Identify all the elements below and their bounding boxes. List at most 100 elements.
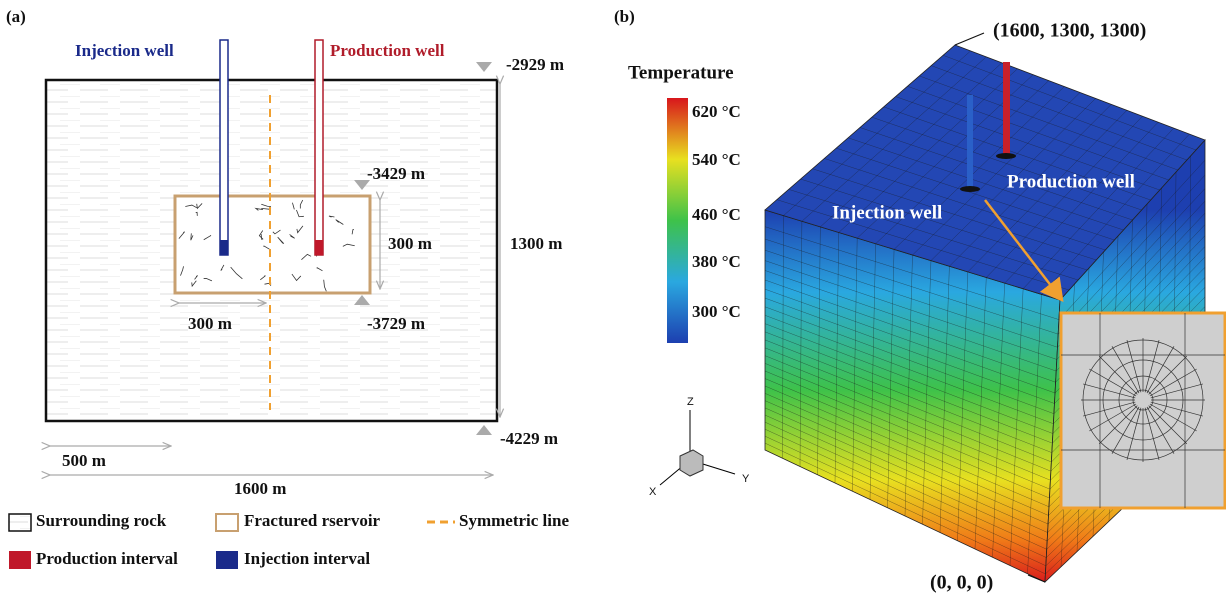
inset-line — [1111, 346, 1140, 394]
depth-label: -2929 m — [506, 55, 564, 74]
mesh-line — [764, 238, 1059, 335]
marker — [354, 180, 370, 190]
mesh-line — [788, 189, 1079, 281]
fracture — [260, 275, 266, 281]
fracture — [196, 203, 203, 210]
mesh-line — [1022, 127, 1174, 289]
axis-label: X — [649, 486, 657, 498]
inset-ring — [1102, 359, 1184, 441]
fractured-reservoir — [173, 194, 372, 295]
inset-line — [1083, 383, 1136, 399]
fracture — [203, 235, 212, 241]
inset-line — [1149, 368, 1197, 397]
mesh-line — [967, 110, 1128, 273]
corner-label: (0, 0, 0) — [930, 572, 993, 594]
colorbar-label: 540 °C — [692, 150, 741, 169]
fracture — [178, 231, 185, 239]
fracture — [351, 229, 354, 235]
colorbar-label: 620 °C — [692, 102, 741, 121]
mesh-line — [859, 127, 1133, 221]
well-head — [960, 186, 980, 192]
mesh-line — [764, 339, 1052, 453]
fracture — [180, 266, 184, 276]
legend-label: Production interval — [36, 549, 178, 568]
fracture — [185, 204, 198, 209]
fracture — [260, 234, 263, 240]
colorbar — [667, 98, 688, 343]
mesh-line — [764, 393, 1049, 516]
fracture — [191, 280, 197, 288]
mesh-line — [1058, 174, 1206, 335]
mesh-line — [764, 407, 1048, 533]
mesh-line — [812, 168, 1097, 261]
axis-label: Y — [742, 473, 750, 485]
dimension-label: 300 m — [188, 314, 232, 333]
fracture — [190, 233, 194, 241]
production-well — [314, 39, 324, 256]
inset-line — [1150, 383, 1203, 399]
inset-line — [1148, 405, 1188, 445]
mesh-line — [1041, 133, 1190, 295]
mesh-line — [836, 147, 1115, 241]
fracture — [289, 234, 295, 239]
axis-triad: Z Y X — [649, 396, 750, 498]
zoom-arrow — [984, 199, 1064, 302]
panel-label: (b) — [614, 7, 635, 26]
panel-b: (b) Temperature 620 °C 540 °C 460 °C 380 °C… — [614, 7, 1226, 594]
marker — [476, 62, 492, 72]
mesh-line — [764, 428, 1047, 558]
mesh-line — [1058, 159, 1206, 320]
mesh-line — [930, 98, 1096, 261]
inset-line — [1089, 368, 1137, 397]
mesh-line — [764, 279, 1056, 383]
inset-ring — [1132, 389, 1154, 411]
axis-cube — [679, 449, 704, 477]
depth-label: -3429 m — [367, 164, 425, 183]
mesh-line — [764, 260, 1057, 360]
well-label: Injection well — [832, 202, 942, 223]
fracture — [296, 225, 304, 234]
fracture — [328, 215, 335, 218]
leader — [954, 32, 985, 46]
legend-icon — [215, 513, 239, 532]
fracture — [342, 243, 355, 247]
fracture — [292, 202, 295, 210]
mesh-line — [824, 158, 1106, 251]
dimension-label: 1600 m — [234, 479, 286, 498]
mesh-line — [764, 370, 1051, 490]
mesh-line — [764, 288, 1056, 394]
inset-line — [1144, 407, 1160, 460]
mesh-line — [764, 323, 1053, 434]
mesh-line — [764, 363, 1051, 481]
mesh-line — [764, 297, 1055, 404]
panel-label: (a) — [6, 7, 26, 26]
fracture — [194, 275, 198, 280]
mesh-line — [764, 270, 1057, 372]
fracture — [195, 211, 198, 216]
fracture — [263, 245, 271, 251]
mesh-line — [764, 347, 1052, 463]
mesh-line — [764, 306, 1055, 414]
mesh-line — [764, 414, 1048, 542]
inset-line — [1098, 405, 1138, 445]
mesh-line — [764, 355, 1051, 472]
colorbar-title: Temperature — [628, 62, 734, 83]
leader — [1027, 574, 1046, 583]
inset-line — [1083, 401, 1136, 417]
mesh-line — [776, 199, 1070, 291]
mesh-line — [764, 442, 1046, 575]
well-label: Injection well — [75, 41, 174, 60]
inset-line — [1146, 346, 1175, 394]
fracture — [261, 203, 271, 207]
well-label: Production well — [1007, 171, 1135, 192]
dimension-label: 1300 m — [510, 234, 562, 253]
depth-label: -3729 m — [367, 314, 425, 333]
inset-line — [1126, 340, 1142, 393]
mesh-line — [764, 315, 1054, 424]
colorbar-label: 460 °C — [692, 205, 741, 224]
inset-ring — [1082, 339, 1204, 461]
inset-line — [1126, 407, 1142, 460]
mesh-line — [800, 178, 1088, 271]
fracture — [220, 264, 225, 271]
inset-line — [1098, 355, 1138, 395]
